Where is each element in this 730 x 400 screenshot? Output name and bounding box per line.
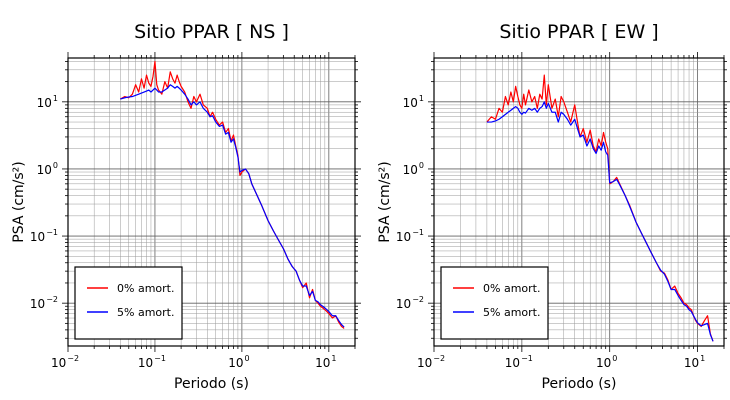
grid — [434, 58, 724, 346]
chart-panel-2: 10−2 10−1 100 101 10−2 10−1 100 101 Sitio PPAR [… — [377, 21, 730, 392]
x-tick-label: 10−1 — [138, 354, 166, 370]
axis-ticks: 10−2 10−1 100 101 10−2 10−1 100 101 — [396, 52, 730, 370]
x-tick-label: 10−1 — [505, 354, 533, 370]
y-tick-label: 100 — [403, 161, 424, 177]
y-tick-label: 10−1 — [30, 228, 58, 244]
y-tick-label: 100 — [37, 161, 58, 177]
x-tick-label: 101 — [684, 354, 705, 370]
y-tick-label: 10−2 — [396, 295, 424, 311]
y-tick-label: 10−1 — [396, 228, 424, 244]
series-group — [120, 60, 345, 329]
x-axis-label: Periodo (s) — [174, 376, 249, 392]
chart-title: Sitio PPAR [ NS ] — [134, 21, 289, 43]
y-tick-label: 10−2 — [30, 295, 58, 311]
legend: 0% amort. 5% amort. — [74, 266, 183, 340]
legend-box — [74, 266, 183, 340]
y-tick-label: 101 — [37, 94, 58, 110]
chart-panel-1: 10−2 10−1 100 101 10−2 10−1 100 101 Sitio PPAR [… — [11, 21, 361, 392]
x-tick-label: 100 — [596, 354, 617, 370]
legend-label: 5% amort. — [483, 306, 540, 319]
series-line-red — [120, 60, 345, 329]
plot-frame — [433, 57, 725, 347]
legend-label: 0% amort. — [483, 282, 540, 295]
plot-frame — [67, 57, 356, 347]
series-line-red — [486, 74, 714, 342]
x-axis-label: Periodo (s) — [542, 376, 617, 392]
x-tick-label: 100 — [228, 354, 249, 370]
x-tick-label: 101 — [315, 354, 336, 370]
x-tick-label: 10−2 — [51, 354, 79, 370]
series-line-blue — [120, 84, 345, 328]
x-tick-label: 10−2 — [417, 354, 445, 370]
legend-label: 5% amort. — [117, 306, 174, 319]
series-group — [486, 74, 714, 342]
legend-label: 0% amort. — [117, 282, 174, 295]
series-line-blue — [486, 101, 714, 342]
chart-title: Sitio PPAR [ EW ] — [499, 21, 658, 43]
legend: 0% amort. 5% amort. — [440, 266, 549, 340]
y-axis-label: PSA (cm/s²) — [11, 161, 27, 243]
y-tick-label: 101 — [403, 94, 424, 110]
legend-box — [440, 266, 549, 340]
y-axis-label: PSA (cm/s²) — [377, 161, 393, 243]
